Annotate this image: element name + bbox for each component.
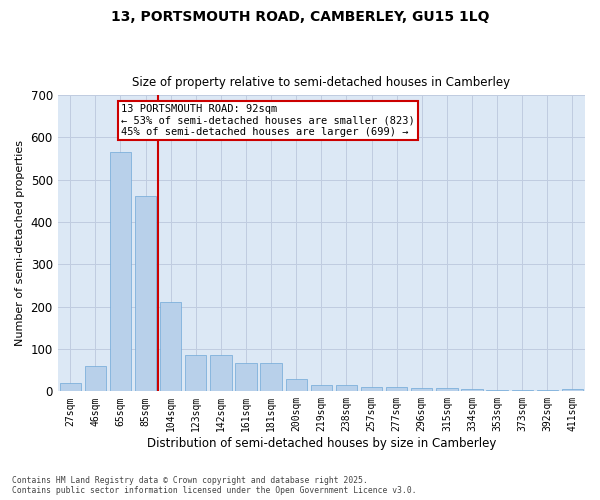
Bar: [536, 390, 558, 392]
Bar: [135, 196, 156, 392]
Bar: [160, 302, 181, 392]
Bar: [386, 387, 407, 392]
Bar: [487, 390, 508, 392]
X-axis label: Distribution of semi-detached houses by size in Camberley: Distribution of semi-detached houses by …: [146, 437, 496, 450]
Bar: [411, 388, 433, 392]
Bar: [562, 389, 583, 392]
Text: 13 PORTSMOUTH ROAD: 92sqm
← 53% of semi-detached houses are smaller (823)
45% of: 13 PORTSMOUTH ROAD: 92sqm ← 53% of semi-…: [121, 104, 415, 137]
Bar: [210, 356, 232, 392]
Title: Size of property relative to semi-detached houses in Camberley: Size of property relative to semi-detach…: [132, 76, 511, 90]
Bar: [110, 152, 131, 392]
Text: Contains HM Land Registry data © Crown copyright and database right 2025.
Contai: Contains HM Land Registry data © Crown c…: [12, 476, 416, 495]
Bar: [260, 362, 282, 392]
Text: 13, PORTSMOUTH ROAD, CAMBERLEY, GU15 1LQ: 13, PORTSMOUTH ROAD, CAMBERLEY, GU15 1LQ: [111, 10, 489, 24]
Bar: [436, 388, 458, 392]
Bar: [185, 356, 206, 392]
Bar: [59, 383, 81, 392]
Bar: [461, 389, 482, 392]
Bar: [85, 366, 106, 392]
Bar: [235, 362, 257, 392]
Bar: [361, 387, 382, 392]
Bar: [311, 385, 332, 392]
Y-axis label: Number of semi-detached properties: Number of semi-detached properties: [15, 140, 25, 346]
Bar: [336, 385, 357, 392]
Bar: [286, 378, 307, 392]
Bar: [512, 390, 533, 392]
